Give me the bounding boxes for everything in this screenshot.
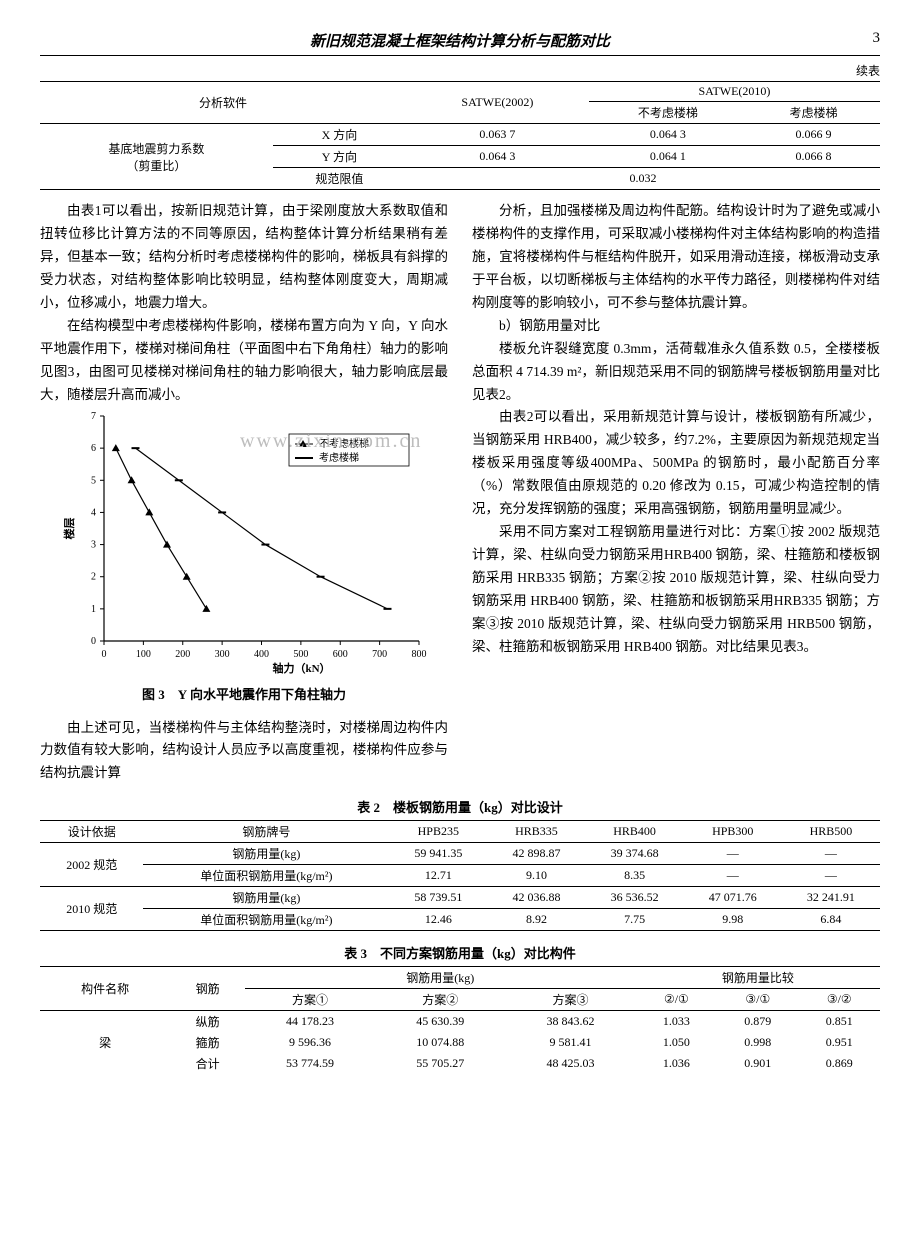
left-p1: 由表1可以看出，按新旧规范计算，由于梁刚度放大系数取值和扭转位移比计算方法的不同… <box>40 200 448 315</box>
t1-rowhead: 基底地震剪力系数 （剪重比） <box>40 124 273 190</box>
svg-text:400: 400 <box>254 649 269 660</box>
svg-text:6: 6 <box>91 444 96 455</box>
continued-label: 续表 <box>40 62 880 79</box>
table1-continued: 分析软件 SATWE(2002) SATWE(2010) 不考虑楼梯 考虑楼梯 … <box>40 81 880 190</box>
figure-3: www.zixin.com.cn 01002003004005006007008… <box>40 406 448 676</box>
t1-h-stair: 考虑楼梯 <box>747 102 880 124</box>
right-p4: 由表2可以看出，采用新规范计算与设计，楼板钢筋有所减少，当钢筋采用 HRB400… <box>472 406 880 521</box>
table3: 构件名称 钢筋 钢筋用量(kg) 钢筋用量比较 方案① 方案② 方案③ ②/① … <box>40 966 880 1074</box>
t1-h-02: SATWE(2002) <box>406 82 589 124</box>
right-p2: b）钢筋用量对比 <box>472 315 880 338</box>
svg-text:100: 100 <box>136 649 151 660</box>
left-column: 由表1可以看出，按新旧规范计算，由于梁刚度放大系数取值和扭转位移比计算方法的不同… <box>40 200 448 785</box>
svg-text:600: 600 <box>333 649 348 660</box>
left-p2: 在结构模型中考虑楼梯构件影响，楼梯布置方向为 Y 向，Y 向水平地震作用下，楼梯… <box>40 315 448 407</box>
left-p3: 由上述可见，当楼梯构件与主体结构整浇时，对楼梯周边构件内力数值有较大影响，结构设… <box>40 717 448 786</box>
t1-h-nostair: 不考虑楼梯 <box>589 102 747 124</box>
right-p3: 楼板允许裂缝宽度 0.3mm，活荷载准永久值系数 0.5，全楼楼板总面积 4 7… <box>472 338 880 407</box>
body-two-column: 由表1可以看出，按新旧规范计算，由于梁刚度放大系数取值和扭转位移比计算方法的不同… <box>40 200 880 785</box>
svg-text:800: 800 <box>412 649 427 660</box>
svg-text:7: 7 <box>91 411 96 422</box>
table2: 设计依据 钢筋牌号 HPB235 HRB335 HRB400 HPB300 HR… <box>40 820 880 931</box>
right-p5: 采用不同方案对工程钢筋用量进行对比：方案①按 2002 版规范计算，梁、柱纵向受… <box>472 521 880 659</box>
t1-h-10: SATWE(2010) <box>589 82 880 102</box>
table3-caption: 表 3 不同方案钢筋用量（kg）对比构件 <box>40 943 880 962</box>
svg-text:0: 0 <box>102 649 107 660</box>
svg-text:楼层: 楼层 <box>62 518 76 540</box>
page-num: 3 <box>873 30 881 47</box>
figure-3-caption: 图 3 Y 向水平地震作用下角柱轴力 <box>40 684 448 706</box>
svg-text:500: 500 <box>293 649 308 660</box>
page-title: 新旧规范混凝土框架结构计算分析与配筋对比 <box>310 34 610 50</box>
svg-text:考虑楼梯: 考虑楼梯 <box>319 451 359 464</box>
figure-3-svg: 0 100 200 300 400 500 600 700 800 0 1 2 3 4 5 6 7 轴力（kN） 楼… <box>59 406 429 676</box>
page-header: 新旧规范混凝土框架结构计算分析与配筋对比 3 <box>40 30 880 56</box>
svg-text:200: 200 <box>175 649 190 660</box>
table2-caption: 表 2 楼板钢筋用量（kg）对比设计 <box>40 797 880 816</box>
svg-text:4: 4 <box>91 508 96 519</box>
svg-text:300: 300 <box>215 649 230 660</box>
right-column: 分析，且加强楼梯及周边构件配筋。结构设计时为了避免或减小楼梯构件的支撑作用，可采… <box>472 200 880 785</box>
svg-text:700: 700 <box>372 649 387 660</box>
svg-text:2: 2 <box>91 572 96 583</box>
svg-text:轴力（kN）: 轴力（kN） <box>272 661 330 675</box>
svg-text:3: 3 <box>91 540 96 551</box>
svg-text:1: 1 <box>91 604 96 615</box>
right-p1: 分析，且加强楼梯及周边构件配筋。结构设计时为了避免或减小楼梯构件的支撑作用，可采… <box>472 200 880 315</box>
t1-h-soft: 分析软件 <box>40 82 406 124</box>
svg-text:5: 5 <box>91 476 96 487</box>
svg-text:0: 0 <box>91 636 96 647</box>
svg-text:不考虑楼梯: 不考虑楼梯 <box>319 437 369 450</box>
